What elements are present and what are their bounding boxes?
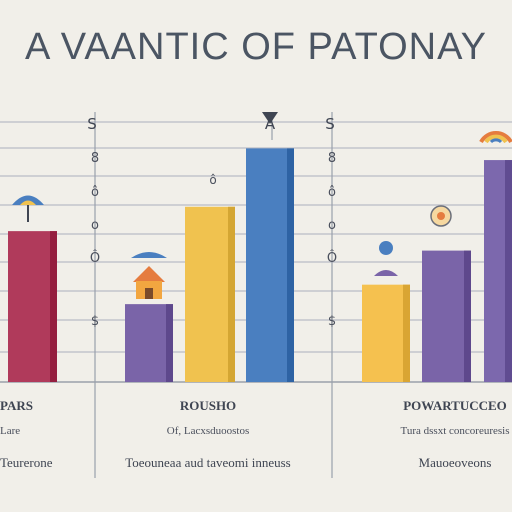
tick-label: $ xyxy=(328,314,336,329)
bar-shade xyxy=(228,206,235,382)
bar-shade xyxy=(505,160,512,382)
bar xyxy=(362,284,410,382)
house-icon xyxy=(131,252,167,299)
bar xyxy=(8,231,57,382)
tick-label: 8 xyxy=(328,151,336,166)
bar xyxy=(246,148,294,382)
group-label: POWARTUCCEO xyxy=(403,398,507,413)
bar-shade xyxy=(287,148,294,382)
rainbow-icon xyxy=(479,131,512,144)
bar xyxy=(125,304,173,382)
bar-shade xyxy=(166,304,173,382)
tick-label: 8 xyxy=(91,151,99,166)
group-caption: Teurerone xyxy=(0,455,53,470)
bar xyxy=(422,250,471,382)
tick-label: ô xyxy=(209,173,216,187)
tick-label: o xyxy=(91,218,99,233)
tick-label: Ô xyxy=(90,250,100,266)
group-sublabel: Of, Lacxsduoostos xyxy=(167,425,250,437)
tick-label: ô xyxy=(91,185,99,200)
tick-label: o xyxy=(328,218,336,233)
tick-label: $ xyxy=(91,314,99,329)
group-caption: Mauoeoveons xyxy=(419,455,492,470)
group-caption: Toeouneaa aud taveomi inneuss xyxy=(125,455,291,470)
axis-marker: S xyxy=(325,115,335,133)
tick-label: ô xyxy=(328,185,336,200)
group-sublabel: Lare xyxy=(0,425,20,437)
axis-marker: A xyxy=(265,115,276,133)
bar-shade xyxy=(403,284,410,382)
group-sublabel: Tura dssxt concoreuresis xyxy=(401,425,510,437)
group-label: PARS xyxy=(0,398,33,413)
group-label: ROUSHO xyxy=(180,398,236,413)
bar xyxy=(185,206,235,382)
bar-shade xyxy=(50,231,57,382)
arrow-icon xyxy=(262,112,278,124)
axis-marker: S xyxy=(87,115,97,133)
bar-shade xyxy=(464,250,471,382)
tick-label: Ô xyxy=(327,250,337,266)
flower-icon xyxy=(374,205,452,276)
chart-title: A VAANTIC OF PATONAY xyxy=(24,26,487,68)
umbrella-icon xyxy=(12,195,44,222)
